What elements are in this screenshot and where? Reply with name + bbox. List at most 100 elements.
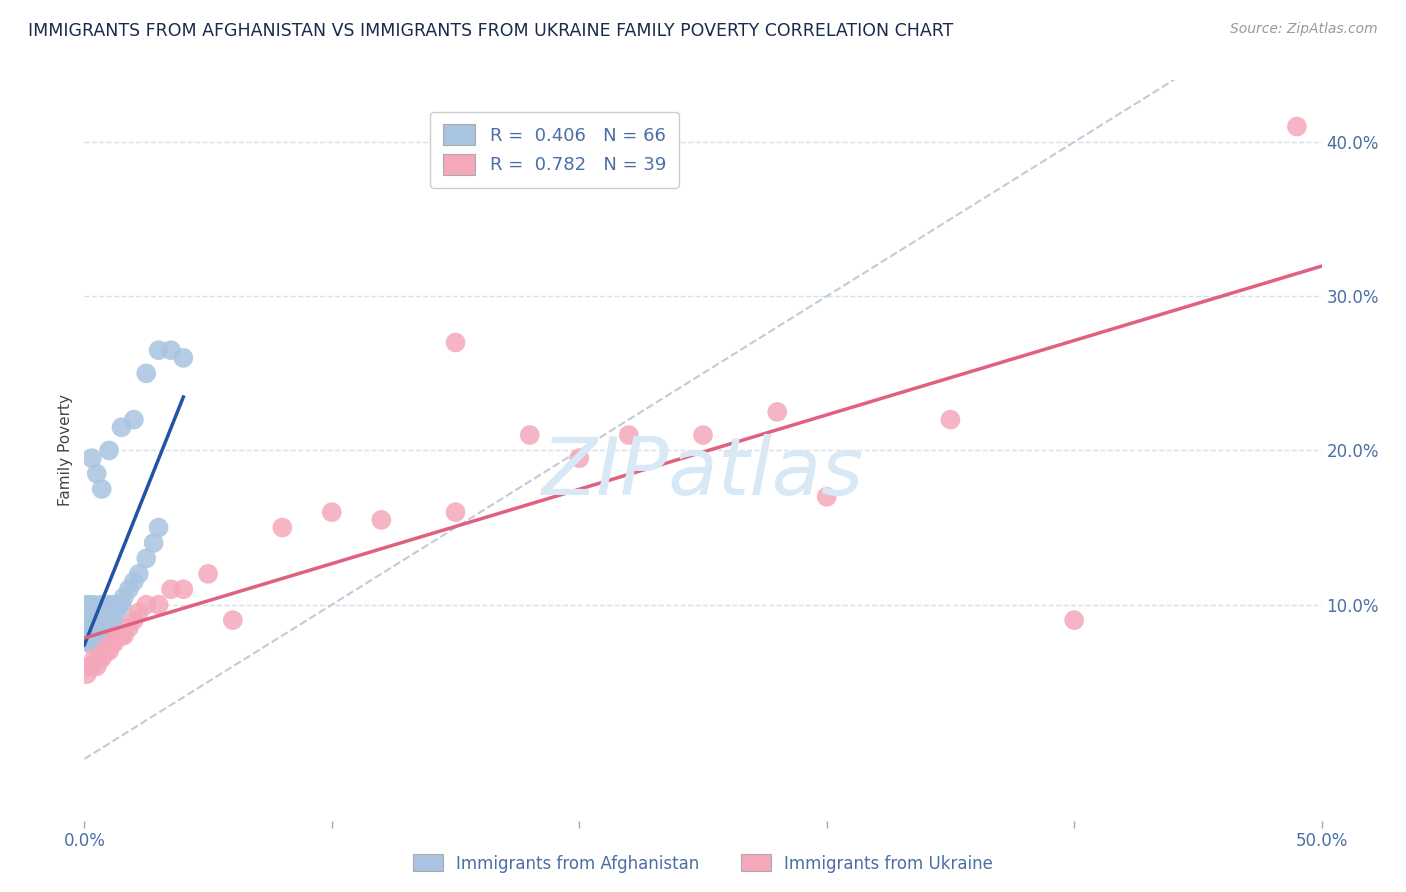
- Point: [122, 412, 145, 426]
- Point: [160, 343, 183, 358]
- Point: [83, 621, 105, 635]
- Legend: R =  0.406   N = 66, R =  0.782   N = 39: R = 0.406 N = 66, R = 0.782 N = 39: [430, 112, 679, 187]
- Point: [83, 628, 105, 642]
- Point: [519, 428, 541, 442]
- Point: [79, 606, 101, 620]
- Point: [160, 582, 183, 597]
- Point: [103, 613, 125, 627]
- Point: [76, 621, 98, 635]
- Point: [79, 598, 101, 612]
- Point: [80, 628, 103, 642]
- Point: [80, 621, 103, 635]
- Point: [122, 613, 145, 627]
- Point: [86, 606, 108, 620]
- Point: [1285, 120, 1308, 134]
- Text: ZIPatlas: ZIPatlas: [541, 434, 865, 512]
- Point: [80, 613, 103, 627]
- Point: [83, 636, 105, 650]
- Point: [100, 606, 122, 620]
- Point: [86, 628, 108, 642]
- Point: [444, 505, 467, 519]
- Point: [128, 566, 150, 581]
- Point: [110, 628, 132, 642]
- Point: [83, 598, 105, 612]
- Point: [80, 606, 103, 620]
- Point: [110, 598, 132, 612]
- Point: [98, 613, 121, 627]
- Point: [135, 551, 157, 566]
- Point: [79, 613, 101, 627]
- Point: [105, 628, 128, 642]
- Point: [90, 628, 112, 642]
- Point: [118, 621, 141, 635]
- Point: [321, 505, 343, 519]
- Point: [197, 566, 219, 581]
- Point: [766, 405, 789, 419]
- Point: [90, 482, 112, 496]
- Point: [142, 536, 165, 550]
- Point: [370, 513, 392, 527]
- Point: [90, 651, 112, 665]
- Point: [76, 606, 98, 620]
- Point: [89, 613, 111, 627]
- Point: [98, 621, 121, 635]
- Point: [76, 598, 98, 612]
- Point: [568, 451, 591, 466]
- Point: [86, 467, 108, 481]
- Point: [98, 644, 121, 658]
- Point: [93, 621, 115, 635]
- Point: [110, 420, 132, 434]
- Point: [118, 582, 141, 597]
- Point: [96, 621, 118, 635]
- Point: [80, 659, 103, 673]
- Point: [98, 443, 121, 458]
- Point: [76, 628, 98, 642]
- Text: IMMIGRANTS FROM AFGHANISTAN VS IMMIGRANTS FROM UKRAINE FAMILY POVERTY CORRELATIO: IMMIGRANTS FROM AFGHANISTAN VS IMMIGRANT…: [28, 22, 953, 40]
- Legend: Immigrants from Afghanistan, Immigrants from Ukraine: Immigrants from Afghanistan, Immigrants …: [406, 847, 1000, 880]
- Point: [89, 606, 111, 620]
- Point: [89, 628, 111, 642]
- Point: [112, 628, 135, 642]
- Point: [148, 343, 170, 358]
- Point: [98, 598, 121, 612]
- Point: [128, 606, 150, 620]
- Point: [96, 613, 118, 627]
- Point: [122, 574, 145, 589]
- Point: [135, 598, 157, 612]
- Point: [815, 490, 838, 504]
- Point: [79, 659, 101, 673]
- Point: [108, 598, 131, 612]
- Point: [271, 520, 294, 534]
- Point: [79, 659, 101, 673]
- Point: [83, 651, 105, 665]
- Point: [172, 582, 194, 597]
- Point: [1063, 613, 1085, 627]
- Point: [76, 667, 98, 681]
- Point: [108, 628, 131, 642]
- Point: [939, 412, 962, 426]
- Point: [692, 428, 714, 442]
- Point: [105, 606, 128, 620]
- Point: [89, 621, 111, 635]
- Point: [444, 335, 467, 350]
- Point: [86, 613, 108, 627]
- Point: [86, 659, 108, 673]
- Y-axis label: Family Poverty: Family Poverty: [58, 394, 73, 507]
- Point: [100, 636, 122, 650]
- Point: [79, 636, 101, 650]
- Point: [148, 520, 170, 534]
- Point: [93, 613, 115, 627]
- Point: [89, 651, 111, 665]
- Point: [617, 428, 640, 442]
- Point: [79, 628, 101, 642]
- Point: [90, 613, 112, 627]
- Point: [172, 351, 194, 365]
- Point: [76, 613, 98, 627]
- Point: [222, 613, 245, 627]
- Point: [135, 367, 157, 381]
- Point: [80, 451, 103, 466]
- Point: [148, 598, 170, 612]
- Point: [93, 644, 115, 658]
- Point: [100, 613, 122, 627]
- Point: [86, 621, 108, 635]
